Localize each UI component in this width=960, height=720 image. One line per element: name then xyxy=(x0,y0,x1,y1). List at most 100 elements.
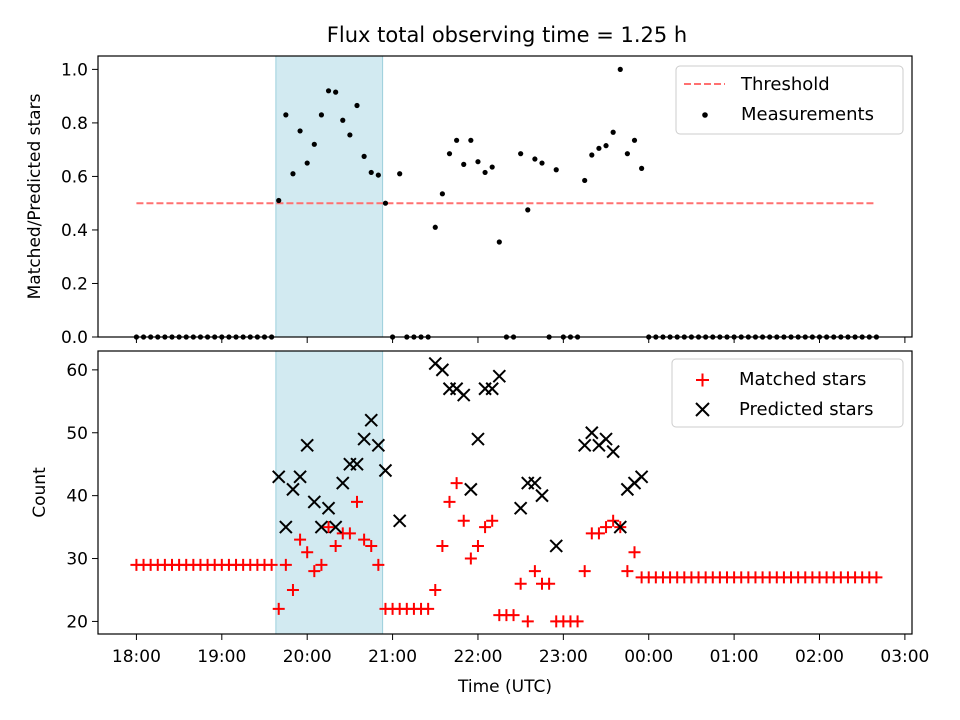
measurement-point xyxy=(290,171,296,177)
predicted-star-point xyxy=(471,432,485,446)
measurement-point xyxy=(354,102,360,109)
count-panel-y-axis-label: Count xyxy=(30,467,50,518)
matched-star-point xyxy=(279,558,292,571)
ratio-y-tick-label: 1.0 xyxy=(61,60,88,80)
measurement-point xyxy=(397,171,403,177)
matched-star-point xyxy=(272,602,285,615)
matched-star-point xyxy=(628,546,641,559)
measurement-point xyxy=(582,177,588,184)
observing-window-shade-bottom xyxy=(275,350,384,635)
predicted-star-point xyxy=(457,388,471,402)
count-y-tick-label: 50 xyxy=(66,424,88,444)
matched-star-point xyxy=(429,583,442,596)
predicted-star-point xyxy=(378,463,393,478)
count-x-tick-label: 22:00 xyxy=(453,647,502,667)
count-y-tick-label: 30 xyxy=(66,550,88,570)
count-panel-x-ticks: 18:00 19:00 20:00 21:00 22:00 23:00 00:00 01:00… xyxy=(112,634,929,667)
matched-star-point xyxy=(870,571,883,584)
predicted-star-point xyxy=(492,369,507,383)
predicted-star-point xyxy=(577,438,592,453)
ratio-legend-box xyxy=(675,65,904,135)
measurement-point xyxy=(489,164,495,170)
measurement-point xyxy=(468,137,474,143)
ratio-y-tick-label: 0.8 xyxy=(61,114,88,134)
count-x-tick-label: 18:00 xyxy=(112,647,161,667)
predicted-star-point xyxy=(613,520,627,534)
measurement-point xyxy=(617,66,623,72)
legend-matched-swatch xyxy=(696,373,709,387)
count-panel-legend: Matched stars Predicted stars xyxy=(671,358,904,428)
matched-star-point xyxy=(443,495,456,508)
measurement-point xyxy=(446,151,453,157)
measurement-point xyxy=(610,129,616,135)
matched-star-point xyxy=(308,565,321,578)
measurement-point xyxy=(347,132,353,138)
matched-stars-series xyxy=(130,477,883,628)
predicted-stars-series xyxy=(272,356,649,553)
measurement-point xyxy=(333,89,339,95)
x-axis-label: Time (UTC) xyxy=(457,677,552,697)
count-x-tick-label: 20:00 xyxy=(283,647,332,667)
predicted-star-point xyxy=(392,514,407,528)
matched-star-point xyxy=(479,521,492,534)
matched-star-point xyxy=(436,539,449,552)
measurement-point xyxy=(525,207,531,213)
matched-star-point xyxy=(422,602,435,615)
measurement-point xyxy=(283,112,289,118)
legend-threshold-label: Threshold xyxy=(740,74,830,95)
predicted-star-point xyxy=(286,482,300,497)
count-x-tick-label: 23:00 xyxy=(539,647,588,667)
matched-star-point xyxy=(543,577,556,590)
measurement-point xyxy=(318,112,325,118)
matched-star-point xyxy=(471,539,484,552)
matched-star-point xyxy=(365,539,378,552)
ratio-y-tick-label: 0.6 xyxy=(61,167,88,187)
predicted-star-point xyxy=(336,476,350,490)
legend-predicted-swatch xyxy=(695,402,710,417)
measurement-point xyxy=(603,143,609,149)
count-legend-box xyxy=(671,358,904,428)
matched-star-point xyxy=(571,615,584,628)
predicted-star-point xyxy=(549,539,563,553)
legend-measurements-swatch xyxy=(702,112,708,118)
count-y-tick-label: 40 xyxy=(66,487,88,507)
matched-star-point xyxy=(286,583,299,596)
matched-star-point xyxy=(450,477,463,490)
measurement-point xyxy=(532,156,538,162)
predicted-star-point xyxy=(606,444,620,459)
predicted-star-point xyxy=(528,476,542,490)
matched-star-point xyxy=(528,565,541,578)
matched-star-point xyxy=(294,533,307,546)
matched-star-point xyxy=(514,577,527,590)
predicted-star-point xyxy=(357,432,371,446)
legend-matched-label: Matched stars xyxy=(739,369,866,390)
predicted-star-point xyxy=(293,470,307,484)
predicted-star-point xyxy=(485,382,499,396)
count-y-tick-label: 20 xyxy=(66,612,88,632)
predicted-star-point xyxy=(435,363,450,377)
predicted-star-point xyxy=(364,413,378,427)
predicted-star-point xyxy=(272,470,286,484)
ratio-y-tick-label: 0.4 xyxy=(61,221,88,241)
measurement-point xyxy=(304,160,310,166)
legend-predicted-label: Predicted stars xyxy=(739,399,873,420)
count-x-tick-label: 01:00 xyxy=(710,647,759,667)
matched-star-point xyxy=(486,514,499,527)
ratio-panel-y-ticks: 0.0 0.2 0.4 0.6 0.8 1.0 xyxy=(61,60,98,348)
predicted-star-point xyxy=(314,520,329,534)
matched-star-point xyxy=(329,539,342,552)
measurement-point xyxy=(276,197,282,204)
matched-star-point xyxy=(265,558,278,571)
predicted-star-point xyxy=(464,482,478,497)
count-panel-frame xyxy=(97,350,913,635)
measurement-point xyxy=(475,159,481,165)
ratio-panel-legend: Threshold Measurements xyxy=(675,65,904,135)
matched-star-point xyxy=(521,615,534,628)
count-x-tick-label: 03:00 xyxy=(880,647,929,667)
predicted-star-point xyxy=(350,457,364,471)
predicted-star-point xyxy=(279,520,293,534)
measurement-point xyxy=(340,117,346,123)
matched-star-point xyxy=(457,514,470,527)
count-x-tick-label: 00:00 xyxy=(624,647,673,667)
